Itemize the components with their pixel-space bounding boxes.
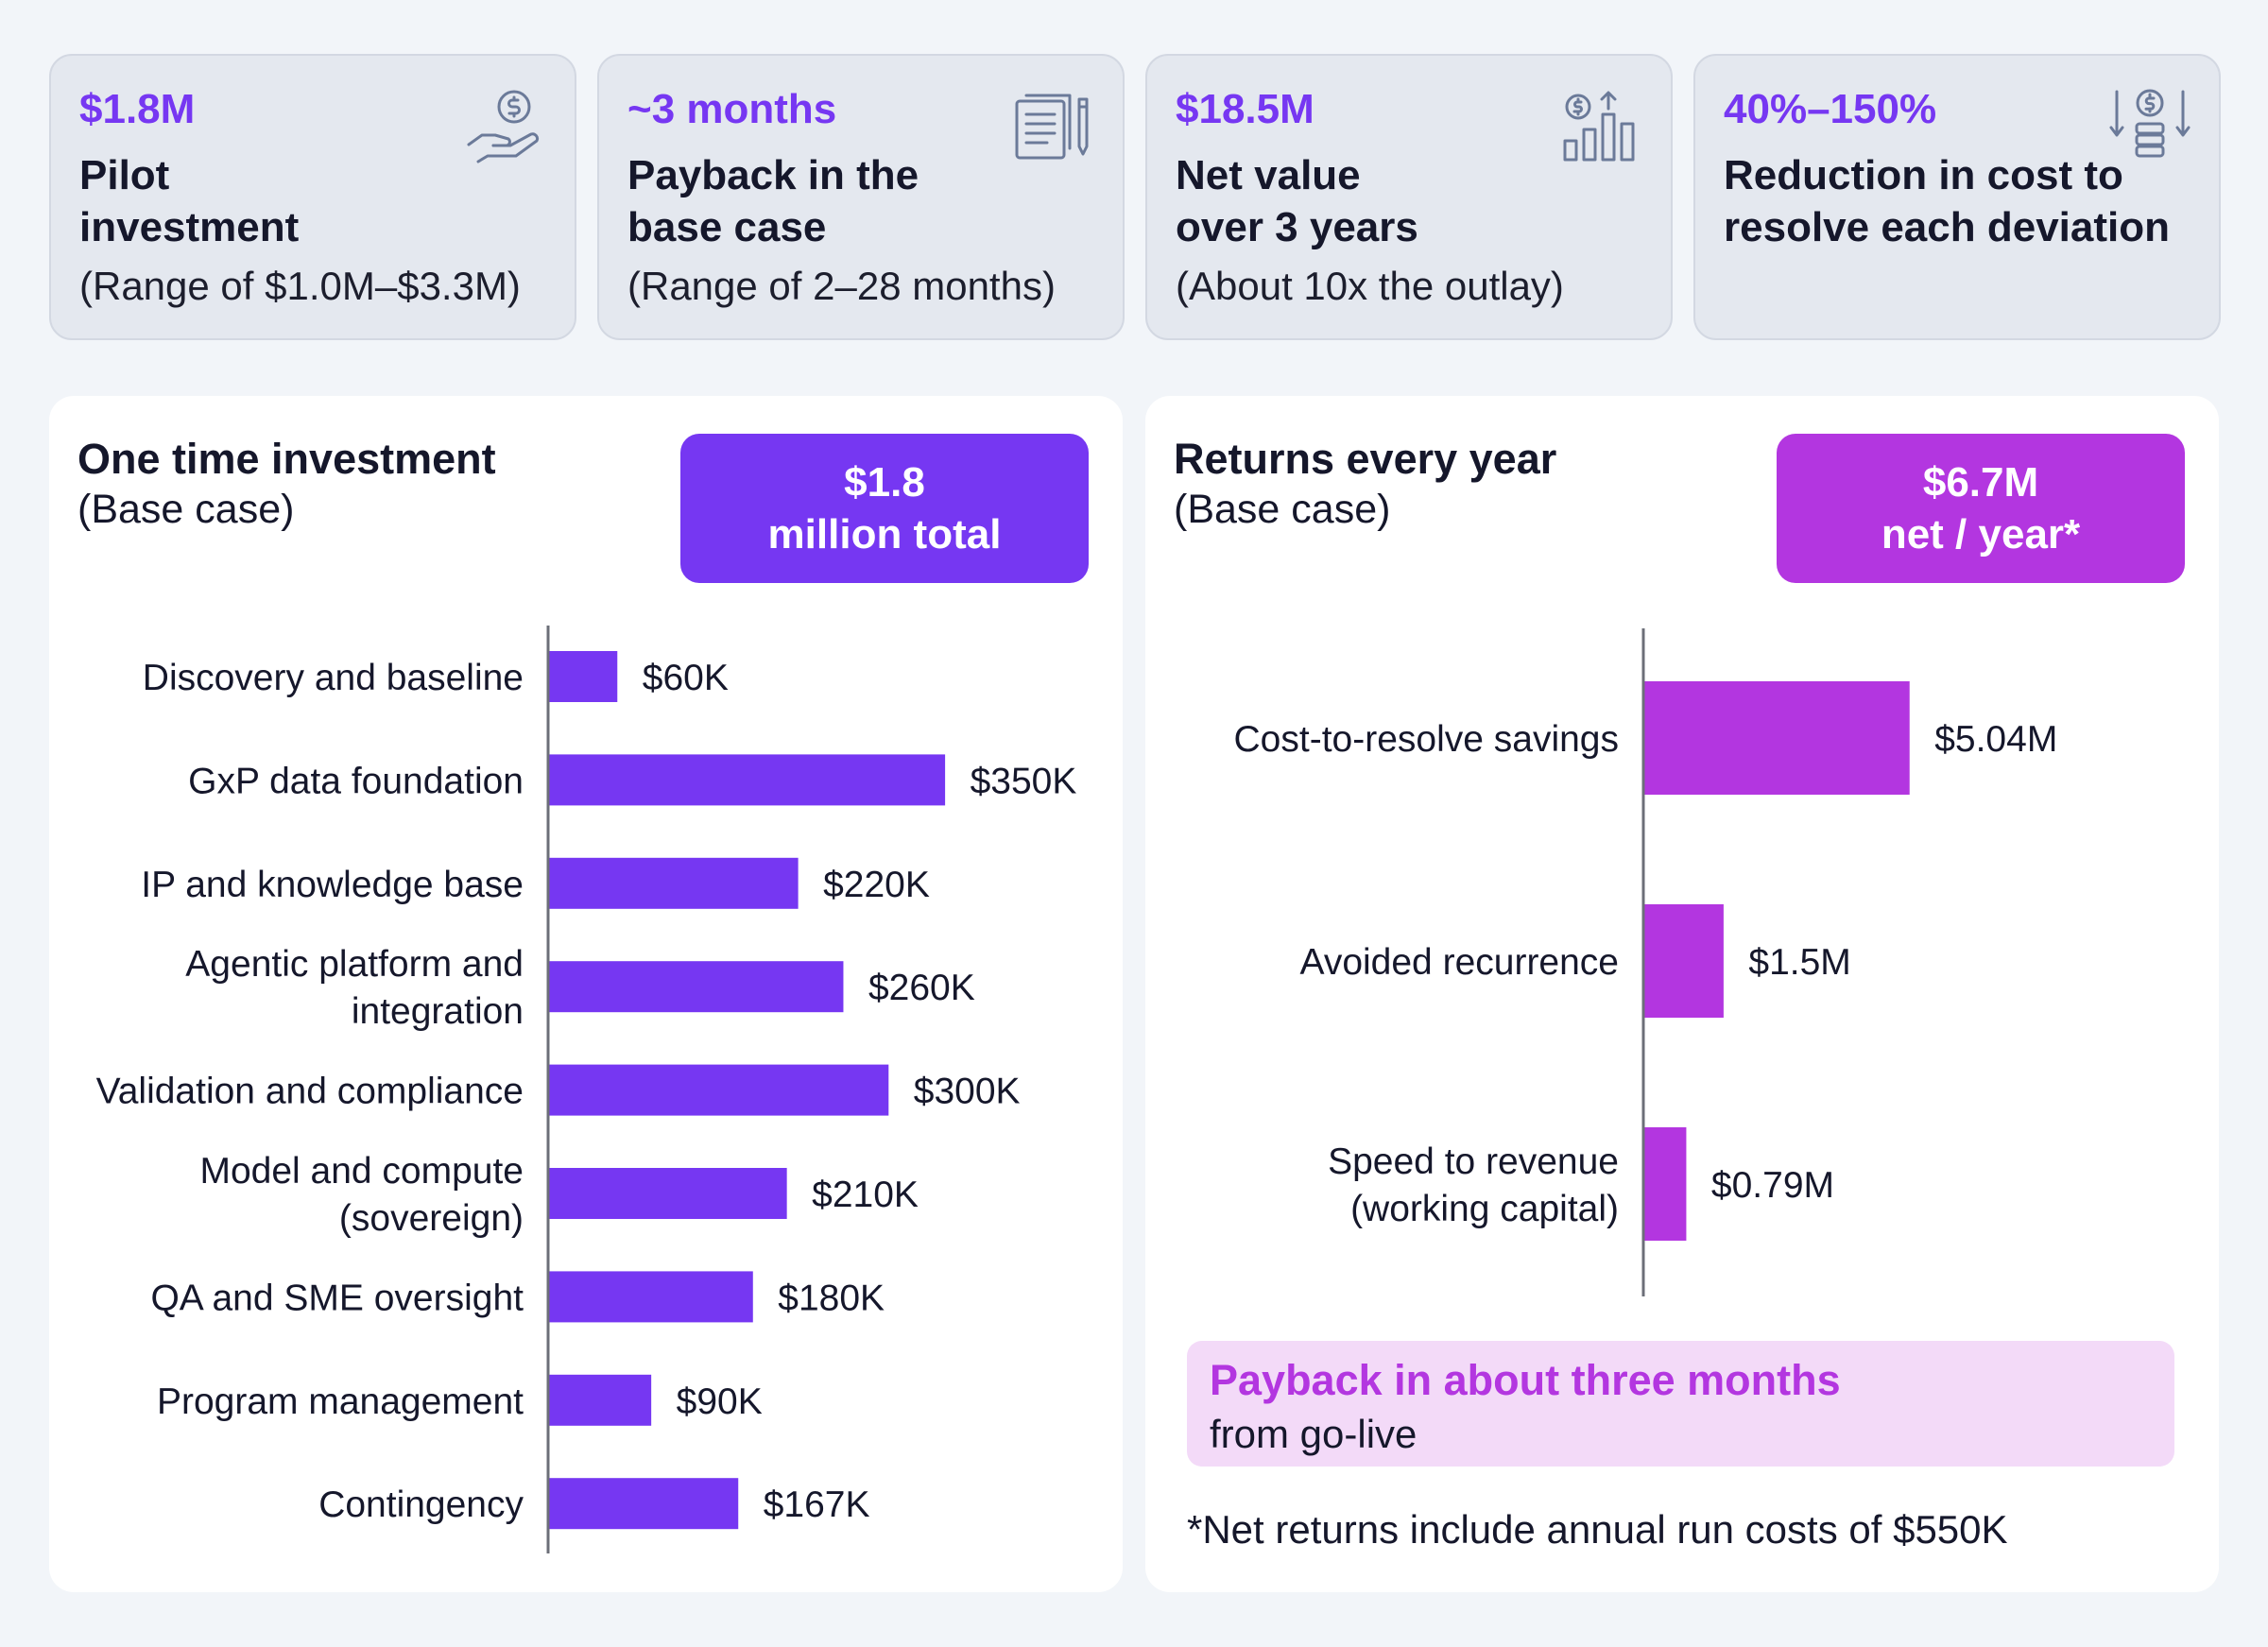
category-label: IP and knowledge base: [141, 865, 524, 905]
data-label: $220K: [823, 865, 930, 905]
kpi-value: ~3 months: [627, 86, 837, 132]
hand-dollar-icon: [467, 90, 539, 163]
data-label: $90K: [677, 1381, 763, 1422]
kpi-value: 40%–150%: [1724, 86, 1937, 132]
bar: [1644, 681, 1910, 795]
bar: [549, 754, 946, 806]
investment-bar-chart: $60K Discovery and baseline $350K GxP data …: [96, 626, 1077, 1553]
document-pencil-icon: [1015, 94, 1089, 160]
kpi-label: Net value over 3 years: [1176, 149, 1642, 253]
category-label: Discovery and baseline: [143, 658, 524, 698]
data-label: $1.5M: [1748, 942, 1850, 983]
kpi-label-line: resolve each deviation: [1724, 203, 2170, 250]
badge-line: million total: [767, 511, 1002, 558]
bar: [1644, 904, 1724, 1018]
panel-title: Returns every year: [1174, 435, 1557, 483]
category-label: QA and SME oversight: [150, 1278, 524, 1318]
kpi-label-line: investment: [79, 203, 300, 250]
bar: [549, 1271, 753, 1323]
bar: [549, 1064, 889, 1116]
category-label: Contingency: [318, 1484, 524, 1525]
bar: [549, 961, 844, 1013]
investment-total-badge: $1.8 million total: [680, 434, 1089, 583]
bar: [549, 651, 618, 702]
kpi-value: $18.5M: [1176, 86, 1314, 132]
kpi-label-line: Pilot: [79, 151, 170, 198]
footnote: *Net returns include annual run costs of…: [1187, 1507, 2008, 1552]
category-label: Model and compute (sovereign): [199, 1151, 524, 1239]
category-label: Validation and compliance: [96, 1072, 524, 1112]
data-label: $350K: [971, 761, 1077, 801]
bar: [549, 1168, 787, 1219]
kpi-sub: (Range of $1.0M–$3.3M): [79, 263, 521, 308]
returns-panel: Returns every year (Base case) $6.7M net…: [1145, 396, 2219, 1592]
kpi-label-line: Net value: [1176, 151, 1361, 198]
data-label: $210K: [812, 1175, 919, 1215]
data-label: $60K: [643, 658, 729, 698]
data-label: $0.79M: [1711, 1165, 1834, 1206]
kpi-label: Reduction in cost to resolve each deviat…: [1724, 149, 2191, 253]
category-label: Agentic platform and integration: [185, 944, 524, 1032]
kpi-value: $1.8M: [79, 86, 196, 132]
kpi-label: Pilot investment: [79, 149, 546, 253]
panel-subtitle: (Base case): [77, 487, 295, 532]
kpi-label-line: over 3 years: [1176, 203, 1418, 250]
kpi-label-line: Reduction in cost to: [1724, 151, 2123, 198]
panel-title: One time investment: [77, 435, 496, 483]
dollar-bar-growth-icon: [1563, 91, 1635, 162]
kpi-card-pilot-investment: $1.8M Pilot investment (Range of $1.0M–$…: [49, 54, 576, 340]
kpi-sub: (Range of 2–28 months): [627, 263, 1056, 308]
investment-panel: One time investment (Base case) $1.8 mil…: [49, 396, 1123, 1592]
badge-line: $1.8: [844, 459, 925, 506]
kpi-label: Payback in the base case: [627, 149, 1094, 253]
payback-callout-subtitle: from go-live: [1210, 1412, 1418, 1457]
bar: [549, 1374, 652, 1426]
data-label: $180K: [778, 1278, 885, 1318]
badge-line: net / year*: [1881, 511, 2081, 558]
kpi-label-line: base case: [627, 203, 827, 250]
data-label: $5.04M: [1934, 719, 2057, 760]
returns-bar-chart: $5.04M Cost-to-resolve savings $1.5M Avoide…: [1234, 628, 2057, 1296]
kpi-sub: (About 10x the outlay): [1176, 263, 1564, 308]
payback-callout-title: Payback in about three months: [1210, 1356, 1841, 1404]
bar: [549, 857, 799, 909]
category-label: Speed to revenue (working capital): [1328, 1141, 1619, 1229]
data-label: $260K: [868, 968, 975, 1008]
category-label: Program management: [157, 1381, 524, 1422]
data-label: $167K: [764, 1484, 870, 1525]
dollar-coins-down-icon: [2109, 89, 2191, 158]
badge-line: $6.7M: [1922, 459, 2039, 506]
kpi-card-payback: ~3 months Payback in the base case (Rang…: [597, 54, 1125, 340]
category-label: Avoided recurrence: [1300, 942, 1619, 983]
returns-total-badge: $6.7M net / year*: [1777, 434, 2185, 583]
panel-subtitle: (Base case): [1174, 487, 1391, 532]
category-label: GxP data foundation: [188, 761, 524, 801]
kpi-card-net-value: $18.5M Net value over 3 years (About 10x…: [1145, 54, 1673, 340]
bar: [1644, 1127, 1687, 1241]
kpi-card-cost-reduction: 40%–150% Reduction in cost to resolve ea…: [1693, 54, 2221, 340]
bar: [549, 1478, 739, 1530]
category-label: Cost-to-resolve savings: [1234, 719, 1619, 760]
payback-callout: Payback in about three months from go-li…: [1187, 1341, 2174, 1467]
kpi-label-line: Payback in the: [627, 151, 919, 198]
data-label: $300K: [914, 1072, 1021, 1112]
